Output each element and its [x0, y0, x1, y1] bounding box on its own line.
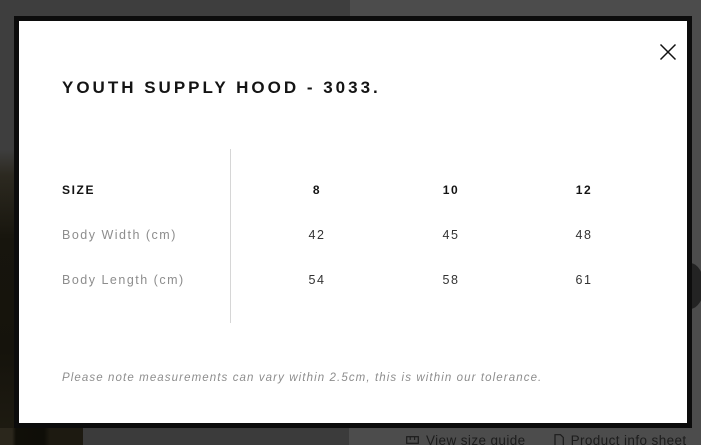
view-size-guide-link[interactable]: View size guide: [406, 432, 526, 445]
body-length-size-12: 61: [575, 273, 593, 287]
product-page-links: View size guide Product info sheet: [406, 432, 687, 445]
backdrop-page-right: [692, 17, 701, 445]
size-chart-modal: YOUTH SUPPLY HOOD - 3033. SIZE 8 10 12 B…: [14, 16, 692, 428]
backdrop-product-image-left: [0, 17, 14, 445]
size-header-label: SIZE: [62, 183, 96, 197]
backdrop-product-image-top: [0, 0, 350, 17]
body-width-size-10: 45: [442, 228, 460, 242]
size-column-12: 12: [575, 183, 593, 197]
body-width-size-12: 48: [575, 228, 593, 242]
backdrop-page-content-fragment: [692, 263, 701, 309]
body-length-label: Body Length (cm): [62, 273, 185, 287]
body-width-label: Body Width (cm): [62, 228, 177, 242]
ruler-icon: [406, 436, 419, 444]
document-icon: [553, 434, 564, 445]
product-info-sheet-link[interactable]: Product info sheet: [553, 432, 687, 445]
backdrop-page-top: [350, 0, 701, 17]
size-column-8: 8: [312, 183, 322, 197]
body-length-size-8: 54: [308, 273, 326, 287]
backdrop-page-bottom-panel: View size guide Product info sheet: [349, 428, 701, 445]
close-button[interactable]: [657, 41, 679, 63]
table-divider: [230, 149, 231, 323]
product-info-sheet-label: Product info sheet: [570, 433, 687, 445]
backdrop-product-image-edge: [83, 428, 349, 445]
close-icon: [659, 43, 677, 61]
tolerance-note: Please note measurements can vary within…: [62, 372, 543, 384]
backdrop-product-image-bottom: [0, 428, 83, 445]
view-size-guide-label: View size guide: [426, 433, 526, 445]
backdrop-page-bottom: View size guide Product info sheet: [0, 428, 701, 445]
modal-title: YOUTH SUPPLY HOOD - 3033.: [62, 78, 381, 97]
body-length-size-10: 58: [442, 273, 460, 287]
size-column-10: 10: [442, 183, 460, 197]
body-width-size-8: 42: [308, 228, 326, 242]
